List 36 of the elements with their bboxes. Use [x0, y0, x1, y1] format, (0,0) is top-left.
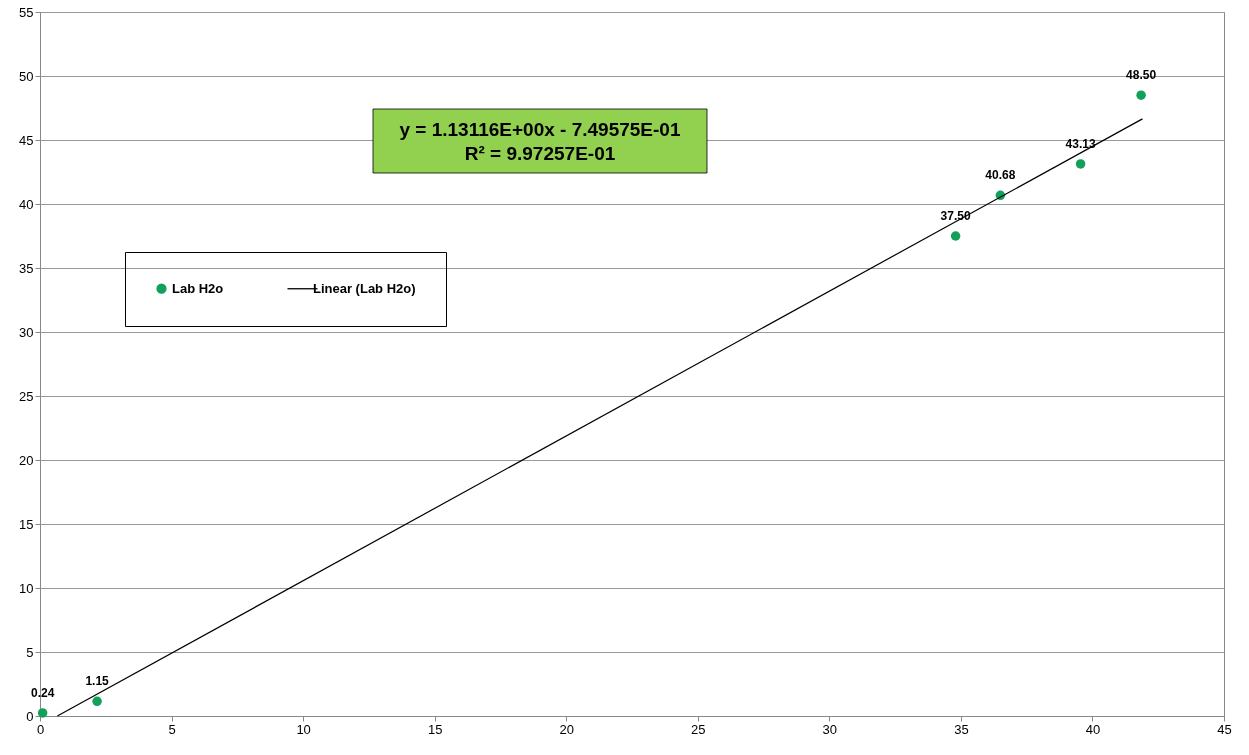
annotation: R² = 9.97257E-01: [464, 143, 616, 164]
x-tick-label: 20: [559, 721, 574, 737]
x-tick-label: 40: [1085, 721, 1101, 737]
data-label: 43.13: [1065, 136, 1096, 151]
data-label: 0.24: [30, 685, 55, 700]
y-tick-label: 0: [26, 708, 34, 724]
y-tick-label: 30: [19, 324, 34, 340]
y-tick-label: 35: [19, 260, 34, 276]
y-tick-label: 40: [19, 196, 34, 212]
y-tick-label: 45: [19, 132, 34, 148]
legend-label: Lab H2o: [172, 280, 224, 296]
y-tick-label: 25: [19, 388, 34, 404]
data-label: 40.68: [985, 168, 1016, 183]
legend-label: Linear (Lab H2o): [313, 280, 416, 296]
y-tick-label: 20: [19, 452, 34, 468]
x-tick-label: 0: [36, 721, 45, 737]
x-tick-label: 45: [1217, 721, 1232, 737]
y-tick-label: 55: [19, 4, 34, 20]
x-tick-label: 10: [296, 721, 311, 737]
x-tick-label: 25: [691, 721, 706, 737]
point: [37, 708, 48, 718]
data-label: 48.50: [1126, 68, 1157, 83]
x-tick-label: 15: [427, 721, 443, 737]
point: [92, 696, 102, 707]
point: [950, 231, 961, 241]
y-tick-label: 50: [19, 68, 34, 84]
x-tick-label: 35: [954, 721, 969, 737]
x-tick-label: 5: [168, 721, 176, 737]
point: [1075, 159, 1086, 169]
x-tick-label: 30: [822, 721, 838, 737]
y-tick-label: 10: [19, 580, 34, 596]
y-tick-label: 5: [26, 644, 34, 660]
annotation: y = 1.13116E+00x - 7.49575E-01: [399, 119, 681, 140]
data-label: 1.15: [85, 674, 110, 689]
y-tick-label: 15: [19, 516, 34, 532]
point: [1136, 90, 1146, 100]
